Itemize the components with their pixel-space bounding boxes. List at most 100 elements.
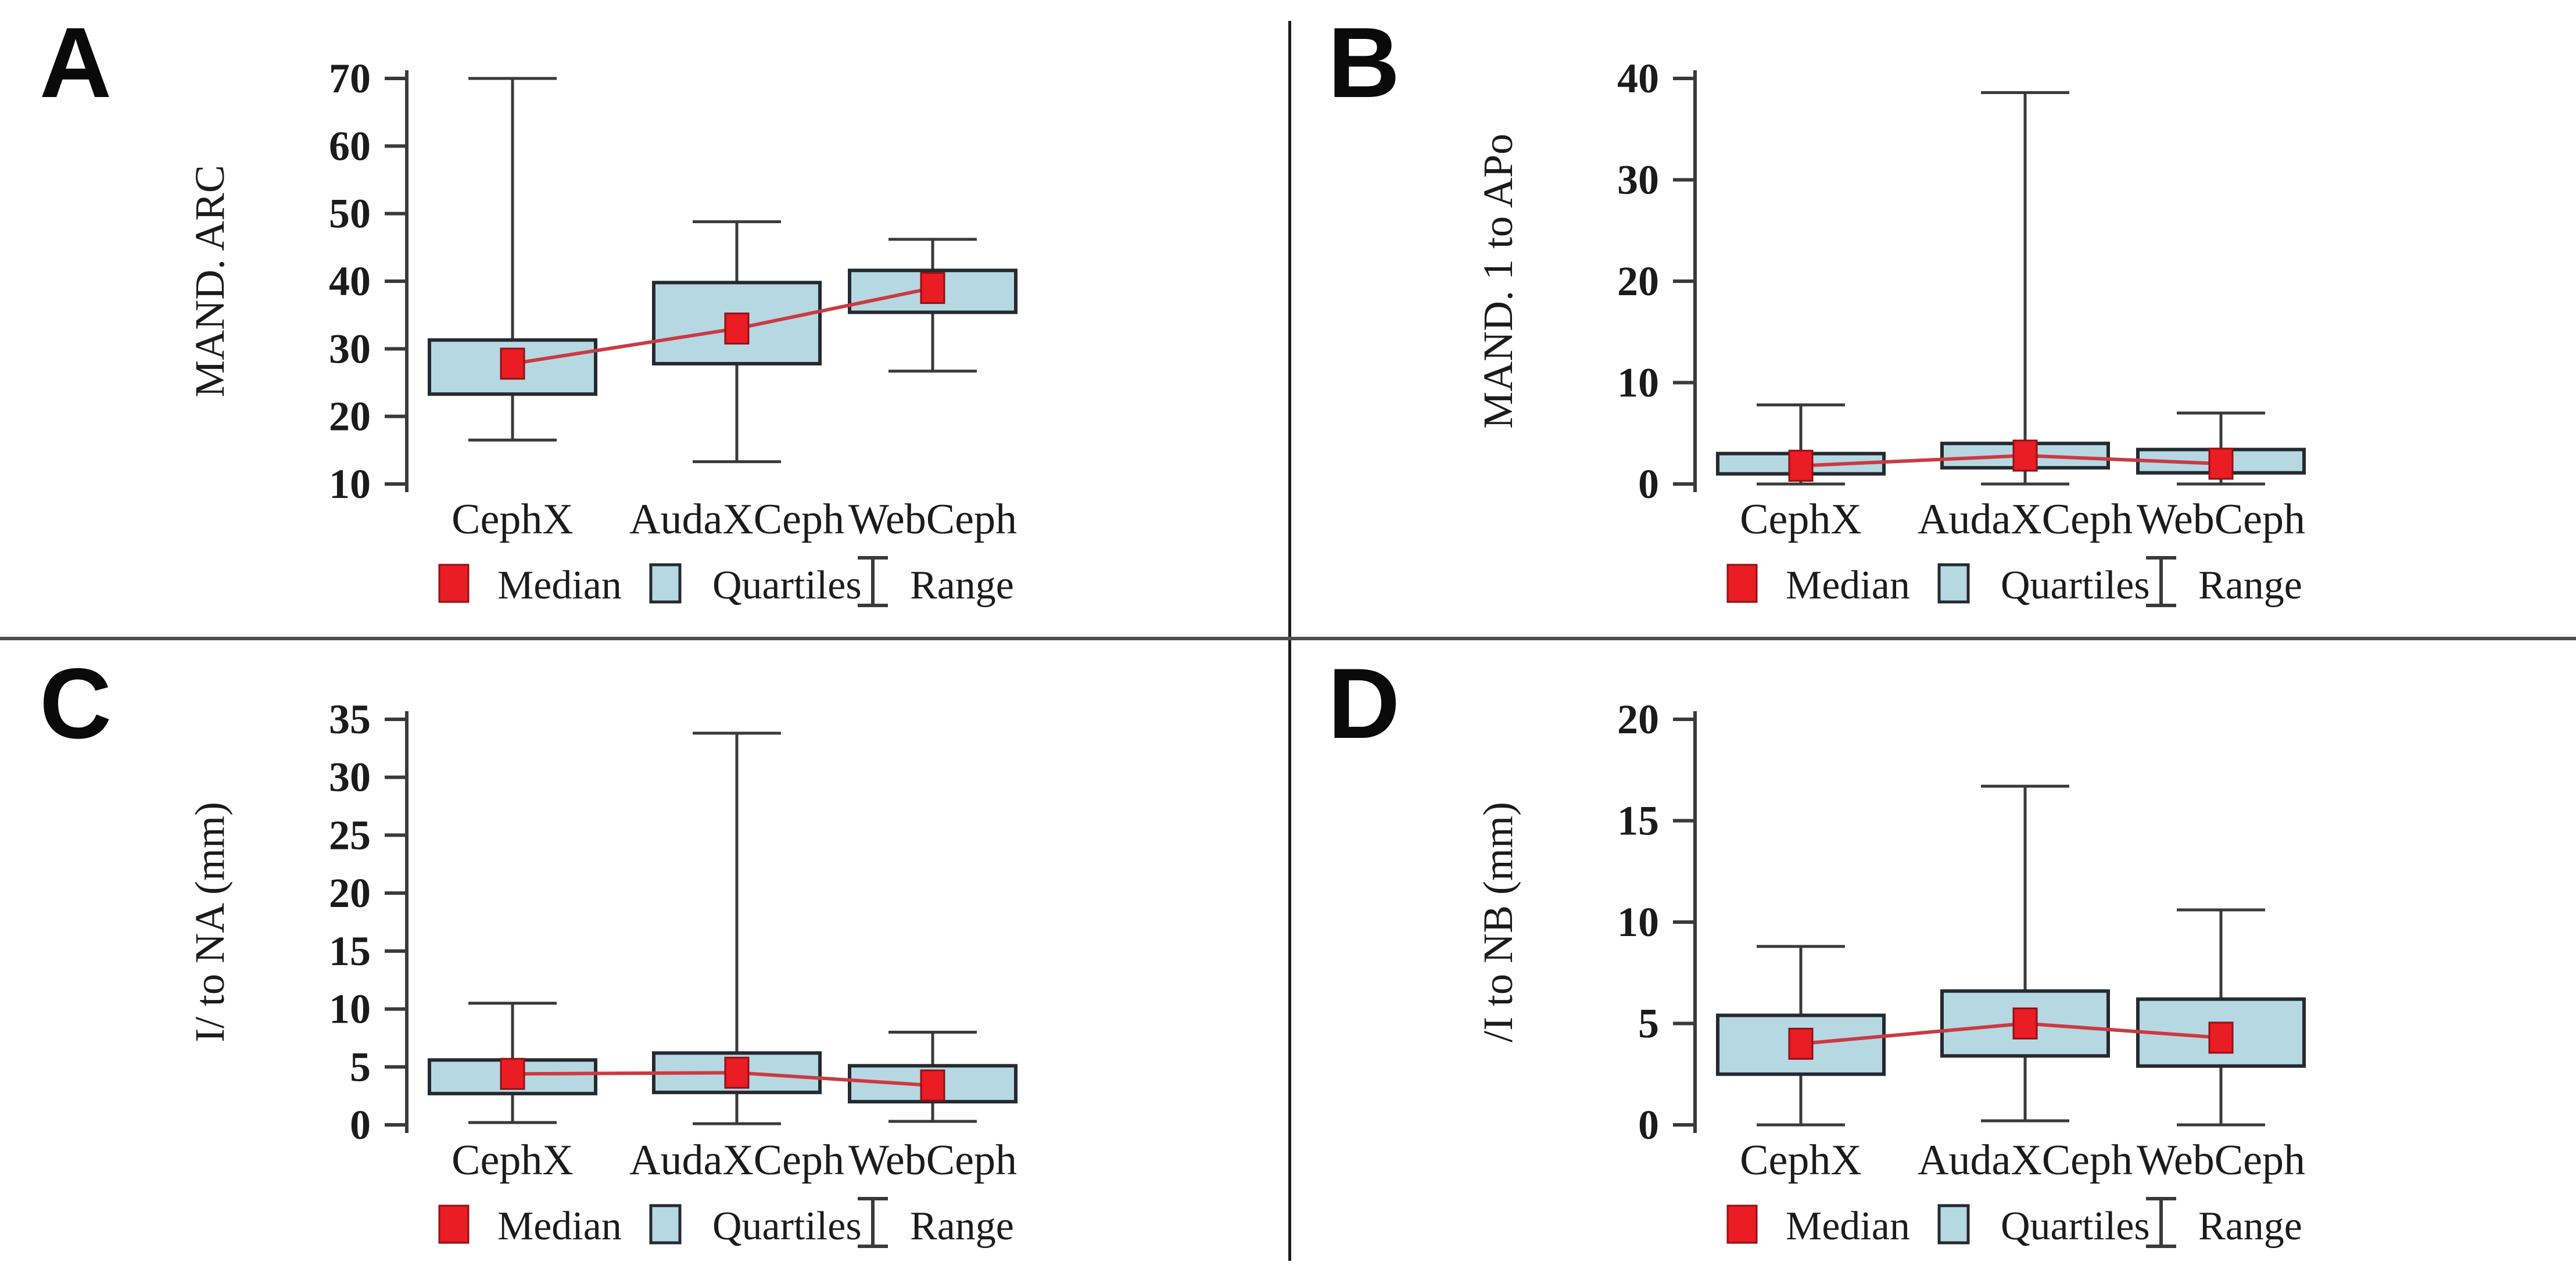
median-marker-audaxceph (724, 1056, 750, 1089)
category-label-cephx: CephX (1740, 496, 1862, 543)
y-tick-label: 0 (1638, 461, 1659, 507)
median-marker-audaxceph (2012, 439, 2038, 472)
legend-quartiles-swatch-icon (649, 1204, 682, 1245)
category-label-audaxceph: AudaXCeph (1918, 1136, 2133, 1184)
boxplot-svg-a: 10 20 30 40 50 60 70 MAND. ARC CephX AudaXCeph Web… (187, 55, 1017, 608)
legend: Median Quartiles Range (1726, 1197, 2302, 1249)
category-label-webceph: WebCeph (848, 496, 1017, 543)
y-tick-label: 15 (1617, 798, 1659, 844)
y-tick-label: 20 (1617, 258, 1659, 304)
y-tick-label: 20 (329, 393, 371, 440)
legend-range-whisker-icon (858, 556, 888, 607)
panel-b: 0 10 20 30 40 MAND. 1 to APo CephX AudaXCeph Web… (1288, 0, 2576, 639)
boxplot-chart-c: 0 5 10 15 20 25 30 35 I/ to NA (mm) CephX AudaXCep… (0, 641, 1288, 1280)
category-label-cephx: CephX (1740, 1136, 1862, 1184)
y-tick-label: 60 (329, 123, 371, 169)
y-axis-title: MAND. ARC (187, 165, 233, 397)
y-tick-label: 15 (329, 928, 371, 974)
legend-range-whisker-icon (2146, 1197, 2176, 1248)
y-axis (385, 711, 409, 1133)
y-axis-title: /I to NB (mm) (1475, 802, 1521, 1042)
boxplot-chart-a: 10 20 30 40 50 60 70 MAND. ARC CephX AudaXCeph Web… (0, 0, 1288, 639)
y-tick-label: 40 (329, 258, 371, 304)
legend: Median Quartiles Range (438, 1197, 1014, 1249)
legend-quartiles-swatch-icon (1937, 563, 1970, 604)
median-marker-cephx (1788, 450, 1814, 482)
y-tick-label: 30 (1617, 157, 1659, 203)
legend-median-swatch-icon (438, 1204, 470, 1244)
legend-range-label: Range (910, 563, 1014, 608)
y-axis (385, 70, 409, 492)
y-tick-label: 10 (1617, 899, 1659, 945)
legend-median-swatch-icon (438, 564, 470, 603)
panel-c: 0 5 10 15 20 25 30 35 I/ to NA (mm) CephX AudaXCep… (0, 641, 1288, 1280)
y-axis (1673, 711, 1697, 1133)
y-tick-label: 30 (329, 754, 371, 801)
category-label-webceph: WebCeph (2137, 496, 2305, 543)
boxplot-chart-b: 0 10 20 30 40 MAND. 1 to APo CephX AudaXCeph Web… (1288, 0, 2576, 639)
category-label-webceph: WebCeph (2137, 1136, 2305, 1184)
legend-quartiles-label: Quartiles (2001, 563, 2150, 608)
legend-median-label: Median (497, 563, 622, 608)
median-marker-webceph (920, 272, 945, 304)
y-axis-title: MAND. 1 to APo (1475, 134, 1521, 429)
median-marker-webceph (920, 1069, 945, 1102)
y-tick-label: 0 (1638, 1102, 1659, 1148)
legend: Median Quartiles Range (438, 556, 1014, 608)
y-tick-label: 10 (329, 461, 371, 507)
legend-median-swatch-icon (1726, 564, 1758, 603)
y-tick-label: 25 (329, 812, 371, 858)
median-marker-webceph (2208, 447, 2234, 480)
legend-range-whisker-icon (2146, 556, 2176, 607)
y-tick-label: 70 (329, 55, 371, 102)
panel-a: 10 20 30 40 50 60 70 MAND. ARC CephX AudaXCeph Web… (0, 0, 1288, 639)
legend-range-label: Range (910, 1204, 1014, 1249)
category-label-webceph: WebCeph (848, 1136, 1017, 1184)
legend-range-label: Range (2198, 1204, 2302, 1249)
legend-quartiles-label: Quartiles (712, 1204, 862, 1249)
y-tick-label: 20 (329, 870, 371, 916)
panel-letter-a: A (40, 7, 112, 119)
panel-d: 0 5 10 15 20/I to NB (mm) CephX AudaXCeph WebCe… (1288, 641, 2576, 1280)
boxplot-svg-c: 0 5 10 15 20 25 30 35 I/ to NA (mm) CephX AudaXCep… (187, 696, 1017, 1249)
legend-quartiles-label: Quartiles (712, 563, 862, 608)
whiskers (468, 732, 977, 1125)
y-tick-label: 10 (1617, 360, 1659, 406)
y-tick-label: 30 (329, 325, 371, 372)
boxplot-svg-d: 0 5 10 15 20/I to NB (mm) CephX AudaXCeph WebCe… (1475, 696, 2306, 1249)
median-marker-cephx (500, 1057, 525, 1090)
horizontal-divider (0, 637, 2576, 640)
median-marker-webceph (2208, 1021, 2234, 1054)
median-marker-cephx (500, 347, 525, 380)
y-tick-label: 0 (350, 1102, 371, 1148)
whiskers (1757, 91, 2265, 486)
panel-letter-b: B (1328, 7, 1400, 119)
category-label-cephx: CephX (452, 1136, 574, 1184)
category-label-audaxceph: AudaXCeph (629, 496, 844, 543)
legend-range-label: Range (2198, 563, 2302, 608)
y-tick-label: 50 (329, 191, 371, 237)
legend-median-label: Median (1786, 1204, 1910, 1249)
y-tick-label: 5 (1638, 1001, 1659, 1047)
y-tick-label: 10 (329, 986, 371, 1032)
median-marker-audaxceph (724, 312, 750, 345)
legend-median-label: Median (1786, 563, 1910, 608)
whiskers (1757, 784, 2265, 1127)
y-axis-title: I/ to NA (mm) (187, 802, 233, 1042)
legend-median-swatch-icon (1726, 1204, 1758, 1244)
legend: Median Quartiles Range (1726, 556, 2302, 608)
category-label-audaxceph: AudaXCeph (629, 1136, 844, 1184)
legend-median-label: Median (497, 1204, 622, 1249)
legend-quartiles-swatch-icon (649, 563, 682, 604)
legend-quartiles-swatch-icon (1937, 1204, 1970, 1245)
panel-letter-c: C (40, 648, 112, 759)
y-axis (1673, 70, 1697, 492)
legend-quartiles-label: Quartiles (2001, 1204, 2150, 1249)
y-tick-label: 40 (1617, 55, 1659, 102)
legend-range-whisker-icon (858, 1197, 888, 1248)
vertical-divider (1288, 21, 1291, 1261)
median-marker-cephx (1788, 1027, 1814, 1060)
category-label-audaxceph: AudaXCeph (1918, 496, 2133, 543)
y-tick-label: 5 (350, 1044, 371, 1090)
